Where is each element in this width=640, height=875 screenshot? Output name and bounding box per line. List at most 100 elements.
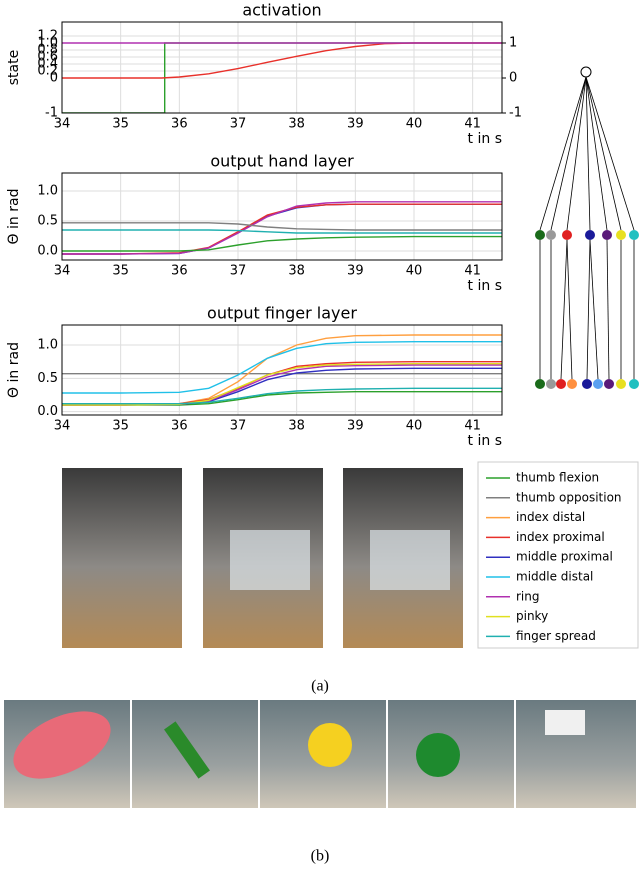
root-node: [580, 66, 592, 78]
legend-label: thumb opposition: [516, 490, 622, 504]
x-tick-label: 38: [288, 264, 305, 279]
plot-frame: [61, 172, 503, 261]
series-line: [62, 222, 502, 231]
y-tick-label: 0.2: [37, 64, 58, 79]
x-tick-label: 38: [288, 117, 305, 132]
series-line: [62, 387, 502, 405]
edge: [585, 76, 622, 231]
node: [535, 379, 545, 389]
series-line: [62, 363, 502, 406]
balloon: [13, 711, 111, 779]
x-tick-label: 36: [171, 419, 188, 434]
ball: [416, 733, 460, 777]
x-tick-label: 37: [230, 264, 247, 279]
x-tick-label: 41: [464, 117, 481, 132]
x-tick-label: 40: [406, 419, 423, 434]
x-tick-label: 36: [171, 264, 188, 279]
y-tick-label: 1.2: [37, 29, 58, 44]
edge: [585, 76, 591, 231]
node: [604, 379, 614, 389]
edge: [539, 76, 587, 231]
legend-label: thumb flexion: [516, 471, 599, 485]
node: [585, 230, 595, 240]
y-tick-label: 0.5: [37, 214, 58, 229]
y-tick-label: 1.0: [37, 338, 58, 353]
x-tick-label: 40: [406, 117, 423, 132]
legend-label: pinky: [516, 609, 548, 623]
legend-label: ring: [516, 589, 540, 603]
x-axis-label: t in s: [468, 433, 502, 449]
node: [546, 379, 556, 389]
y-tick-label: 0.8: [37, 43, 58, 58]
y-tick-label: -1: [45, 106, 58, 121]
x-tick-label: 37: [230, 419, 247, 434]
node: [629, 230, 639, 240]
y-axis-label: Θ in rad: [6, 342, 22, 398]
x-tick-label: 39: [347, 117, 364, 132]
node: [616, 230, 626, 240]
node: [582, 379, 592, 389]
node: [593, 379, 603, 389]
legend-label: middle distal: [516, 570, 593, 584]
edge: [550, 76, 587, 231]
y-tick-label: 0.0: [37, 404, 58, 419]
y-tick-label: 0: [50, 71, 58, 86]
x-tick-label: 39: [347, 419, 364, 434]
edge: [566, 239, 573, 380]
x-tick-label: 41: [464, 264, 481, 279]
x-tick-label: 35: [112, 419, 129, 434]
y-tick-label: 0.6: [37, 50, 58, 65]
y-tick-label: 0.0: [37, 244, 58, 259]
y-tick-label: 0.5: [37, 371, 58, 386]
node: [629, 379, 639, 389]
y2-tick-label: 0: [509, 71, 517, 86]
legend-label: finger spread: [516, 629, 596, 643]
edge: [589, 239, 599, 380]
series-line: [62, 42, 502, 79]
edge: [586, 239, 591, 380]
network-diagram: [535, 66, 639, 389]
y-tick-label: 0.4: [37, 57, 58, 72]
x-tick-label: 35: [112, 264, 129, 279]
edge: [560, 239, 568, 380]
marker: [164, 721, 210, 779]
duck: [308, 723, 352, 767]
y2-tick-label: -1: [509, 106, 522, 121]
node: [602, 230, 612, 240]
edge: [606, 239, 610, 380]
x-tick-label: 35: [112, 117, 129, 132]
caption: (a): [311, 678, 329, 695]
photos-b: [4, 700, 636, 808]
plot-frame: [61, 21, 503, 114]
y-tick-label: 1.0: [37, 36, 58, 51]
x-tick-label: 36: [171, 117, 188, 132]
x-tick-label: 34: [54, 419, 71, 434]
bottle: [230, 530, 310, 590]
y-axis-label: Θ in rad: [6, 189, 22, 245]
series-line: [62, 235, 502, 252]
x-axis-label: t in s: [468, 131, 502, 147]
y-tick-label: 1.0: [37, 184, 58, 199]
y-axis-label: state: [6, 50, 22, 85]
plot-frame: [61, 324, 503, 416]
y2-tick-label: 1: [509, 36, 517, 51]
node: [546, 230, 556, 240]
chart-title: activation: [242, 1, 321, 20]
series-line: [62, 341, 502, 394]
legend-label: index proximal: [516, 530, 605, 544]
chart-title: output finger layer: [207, 304, 357, 323]
legend-label: index distal: [516, 510, 585, 524]
edge: [585, 76, 608, 231]
photos-a: [62, 468, 463, 648]
node: [567, 379, 577, 389]
edge: [566, 76, 587, 231]
x-tick-label: 40: [406, 264, 423, 279]
chart-title: output hand layer: [210, 152, 354, 171]
caption: (b): [311, 848, 330, 865]
object: [545, 710, 585, 735]
legend-label: middle proximal: [516, 550, 613, 564]
node: [535, 230, 545, 240]
node: [562, 230, 572, 240]
